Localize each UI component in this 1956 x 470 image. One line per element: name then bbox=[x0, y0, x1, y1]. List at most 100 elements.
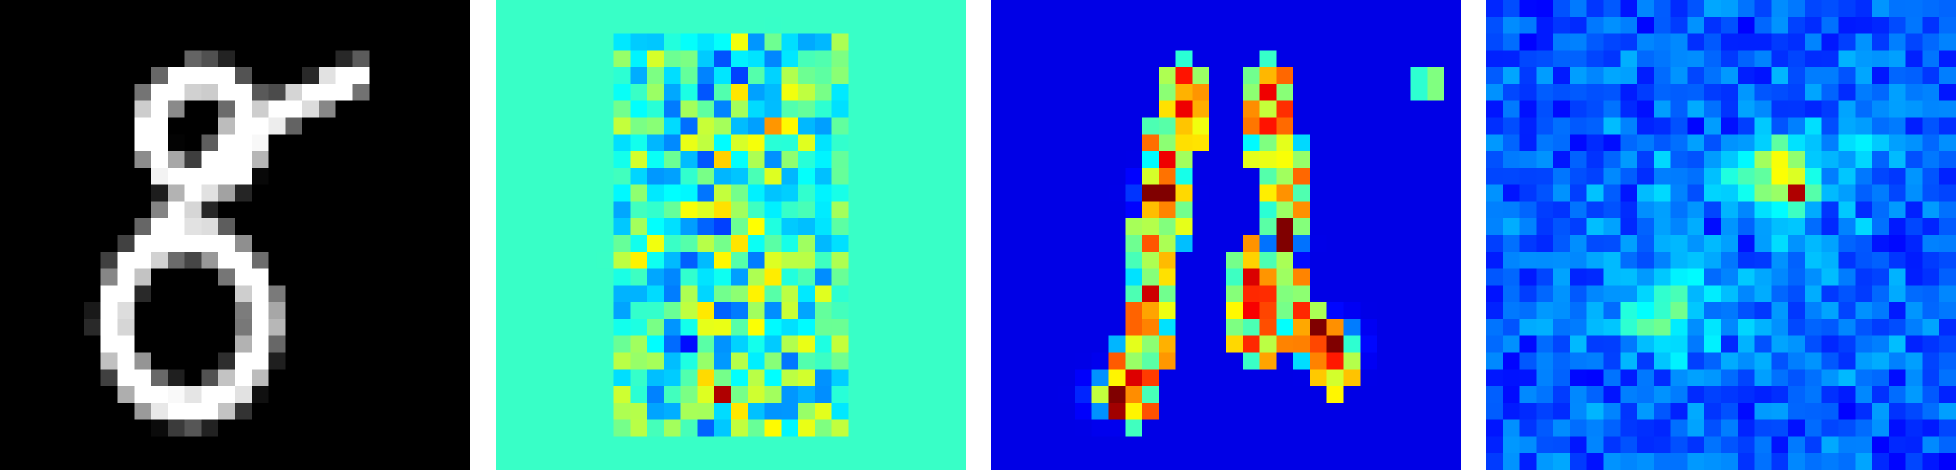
pixel-cell bbox=[1855, 167, 1873, 185]
pixel-cell bbox=[285, 184, 303, 202]
pixel-cell bbox=[697, 285, 715, 303]
pixel-cell bbox=[697, 218, 715, 236]
pixel-cell bbox=[1293, 50, 1311, 68]
pixel-cell bbox=[680, 151, 698, 169]
pixel-cell bbox=[1377, 100, 1395, 118]
pixel-cell bbox=[134, 302, 152, 320]
pixel-cell bbox=[1074, 117, 1093, 135]
pixel-cell bbox=[932, 402, 950, 420]
pixel-cell bbox=[1788, 268, 1806, 286]
pixel-cell bbox=[529, 218, 547, 236]
pixel-cell bbox=[546, 201, 564, 219]
pixel-cell bbox=[882, 83, 900, 102]
pixel-cell bbox=[1259, 33, 1277, 51]
pixel-cell bbox=[1553, 50, 1571, 68]
pixel-cell bbox=[1175, 83, 1193, 102]
pixel-cell bbox=[1704, 0, 1722, 18]
pixel-cell bbox=[1226, 184, 1244, 202]
pixel-cell bbox=[1293, 100, 1311, 118]
pixel-cell bbox=[1427, 33, 1445, 51]
pixel-cell bbox=[83, 184, 102, 202]
pixel-cell bbox=[251, 335, 269, 353]
pixel-cell bbox=[1670, 318, 1688, 337]
pixel-cell bbox=[268, 318, 286, 337]
pixel-cell bbox=[1041, 251, 1059, 269]
pixel-cell bbox=[865, 16, 883, 34]
pixel-cell bbox=[596, 218, 614, 236]
pixel-cell bbox=[1687, 402, 1705, 420]
pixel-cell bbox=[1024, 83, 1042, 102]
pixel-cell bbox=[1041, 117, 1059, 135]
pixel-cell bbox=[781, 33, 799, 51]
pixel-cell bbox=[1687, 235, 1705, 253]
pixel-cell bbox=[1242, 151, 1260, 169]
pixel-cell bbox=[1007, 100, 1025, 118]
pixel-cell bbox=[1259, 117, 1277, 135]
pixel-cell bbox=[268, 402, 286, 420]
pixel-cell bbox=[898, 352, 916, 370]
pixel-cell bbox=[0, 453, 18, 470]
pixel-cell bbox=[1670, 436, 1688, 454]
pixel-cell bbox=[1704, 436, 1722, 454]
pixel-cell bbox=[1737, 33, 1755, 51]
pixel-cell bbox=[218, 100, 236, 118]
pixel-cell bbox=[949, 83, 966, 102]
pixel-cell bbox=[1502, 83, 1520, 102]
pixel-cell bbox=[596, 352, 614, 370]
pixel-cell bbox=[1427, 134, 1445, 152]
pixel-cell bbox=[1888, 50, 1906, 68]
pixel-cell bbox=[831, 318, 849, 337]
pixel-cell bbox=[1536, 218, 1554, 236]
pixel-cell bbox=[268, 436, 286, 454]
pixel-cell bbox=[1326, 318, 1344, 337]
pixel-cell bbox=[1125, 134, 1143, 152]
pixel-cell bbox=[402, 251, 420, 269]
pixel-cell bbox=[285, 419, 303, 437]
pixel-cell bbox=[1209, 117, 1227, 135]
pixel-cell bbox=[16, 100, 34, 118]
pixel-cell bbox=[436, 436, 454, 454]
pixel-cell bbox=[991, 453, 1009, 470]
pixel-cell bbox=[1754, 218, 1772, 236]
pixel-cell bbox=[235, 235, 253, 253]
pixel-cell bbox=[1192, 335, 1210, 353]
pixel-cell bbox=[1553, 436, 1571, 454]
pixel-cell bbox=[1091, 453, 1109, 470]
pixel-cell bbox=[512, 100, 530, 118]
pixel-cell bbox=[1058, 117, 1076, 135]
pixel-cell bbox=[865, 50, 883, 68]
pixel-cell bbox=[1536, 369, 1554, 387]
pixel-cell bbox=[302, 302, 320, 320]
pixel-cell bbox=[848, 386, 866, 404]
pixel-cell bbox=[386, 335, 404, 353]
pixel-cell bbox=[1343, 268, 1361, 286]
pixel-cell bbox=[915, 268, 933, 286]
pixel-cell bbox=[1905, 151, 1923, 169]
pixel-cell bbox=[1872, 436, 1890, 454]
pixel-cell bbox=[1142, 251, 1160, 269]
pixel-cell bbox=[1175, 302, 1193, 320]
pixel-cell bbox=[1125, 218, 1143, 236]
pixel-cell bbox=[1922, 436, 1940, 454]
pixel-cell bbox=[1721, 100, 1739, 118]
pixel-cell bbox=[33, 117, 51, 135]
pixel-cell bbox=[731, 251, 749, 269]
pixel-cell bbox=[764, 50, 782, 68]
pixel-cell bbox=[714, 83, 732, 102]
pixel-cell bbox=[1872, 402, 1890, 420]
pixel-cell bbox=[1427, 318, 1445, 337]
pixel-cell bbox=[848, 201, 866, 219]
pixel-cell bbox=[1653, 318, 1671, 337]
pixel-cell bbox=[731, 318, 749, 337]
pixel-cell bbox=[1091, 285, 1109, 303]
pixel-cell bbox=[546, 302, 564, 320]
pixel-cell bbox=[251, 235, 269, 253]
pixel-cell bbox=[1855, 402, 1873, 420]
pixel-cell bbox=[1410, 33, 1428, 51]
pixel-cell bbox=[1754, 83, 1772, 102]
pixel-cell bbox=[1788, 83, 1806, 102]
pixel-cell bbox=[1620, 285, 1638, 303]
pixel-cell bbox=[1125, 268, 1143, 286]
pixel-cell bbox=[949, 50, 966, 68]
pixel-cell bbox=[100, 117, 118, 135]
